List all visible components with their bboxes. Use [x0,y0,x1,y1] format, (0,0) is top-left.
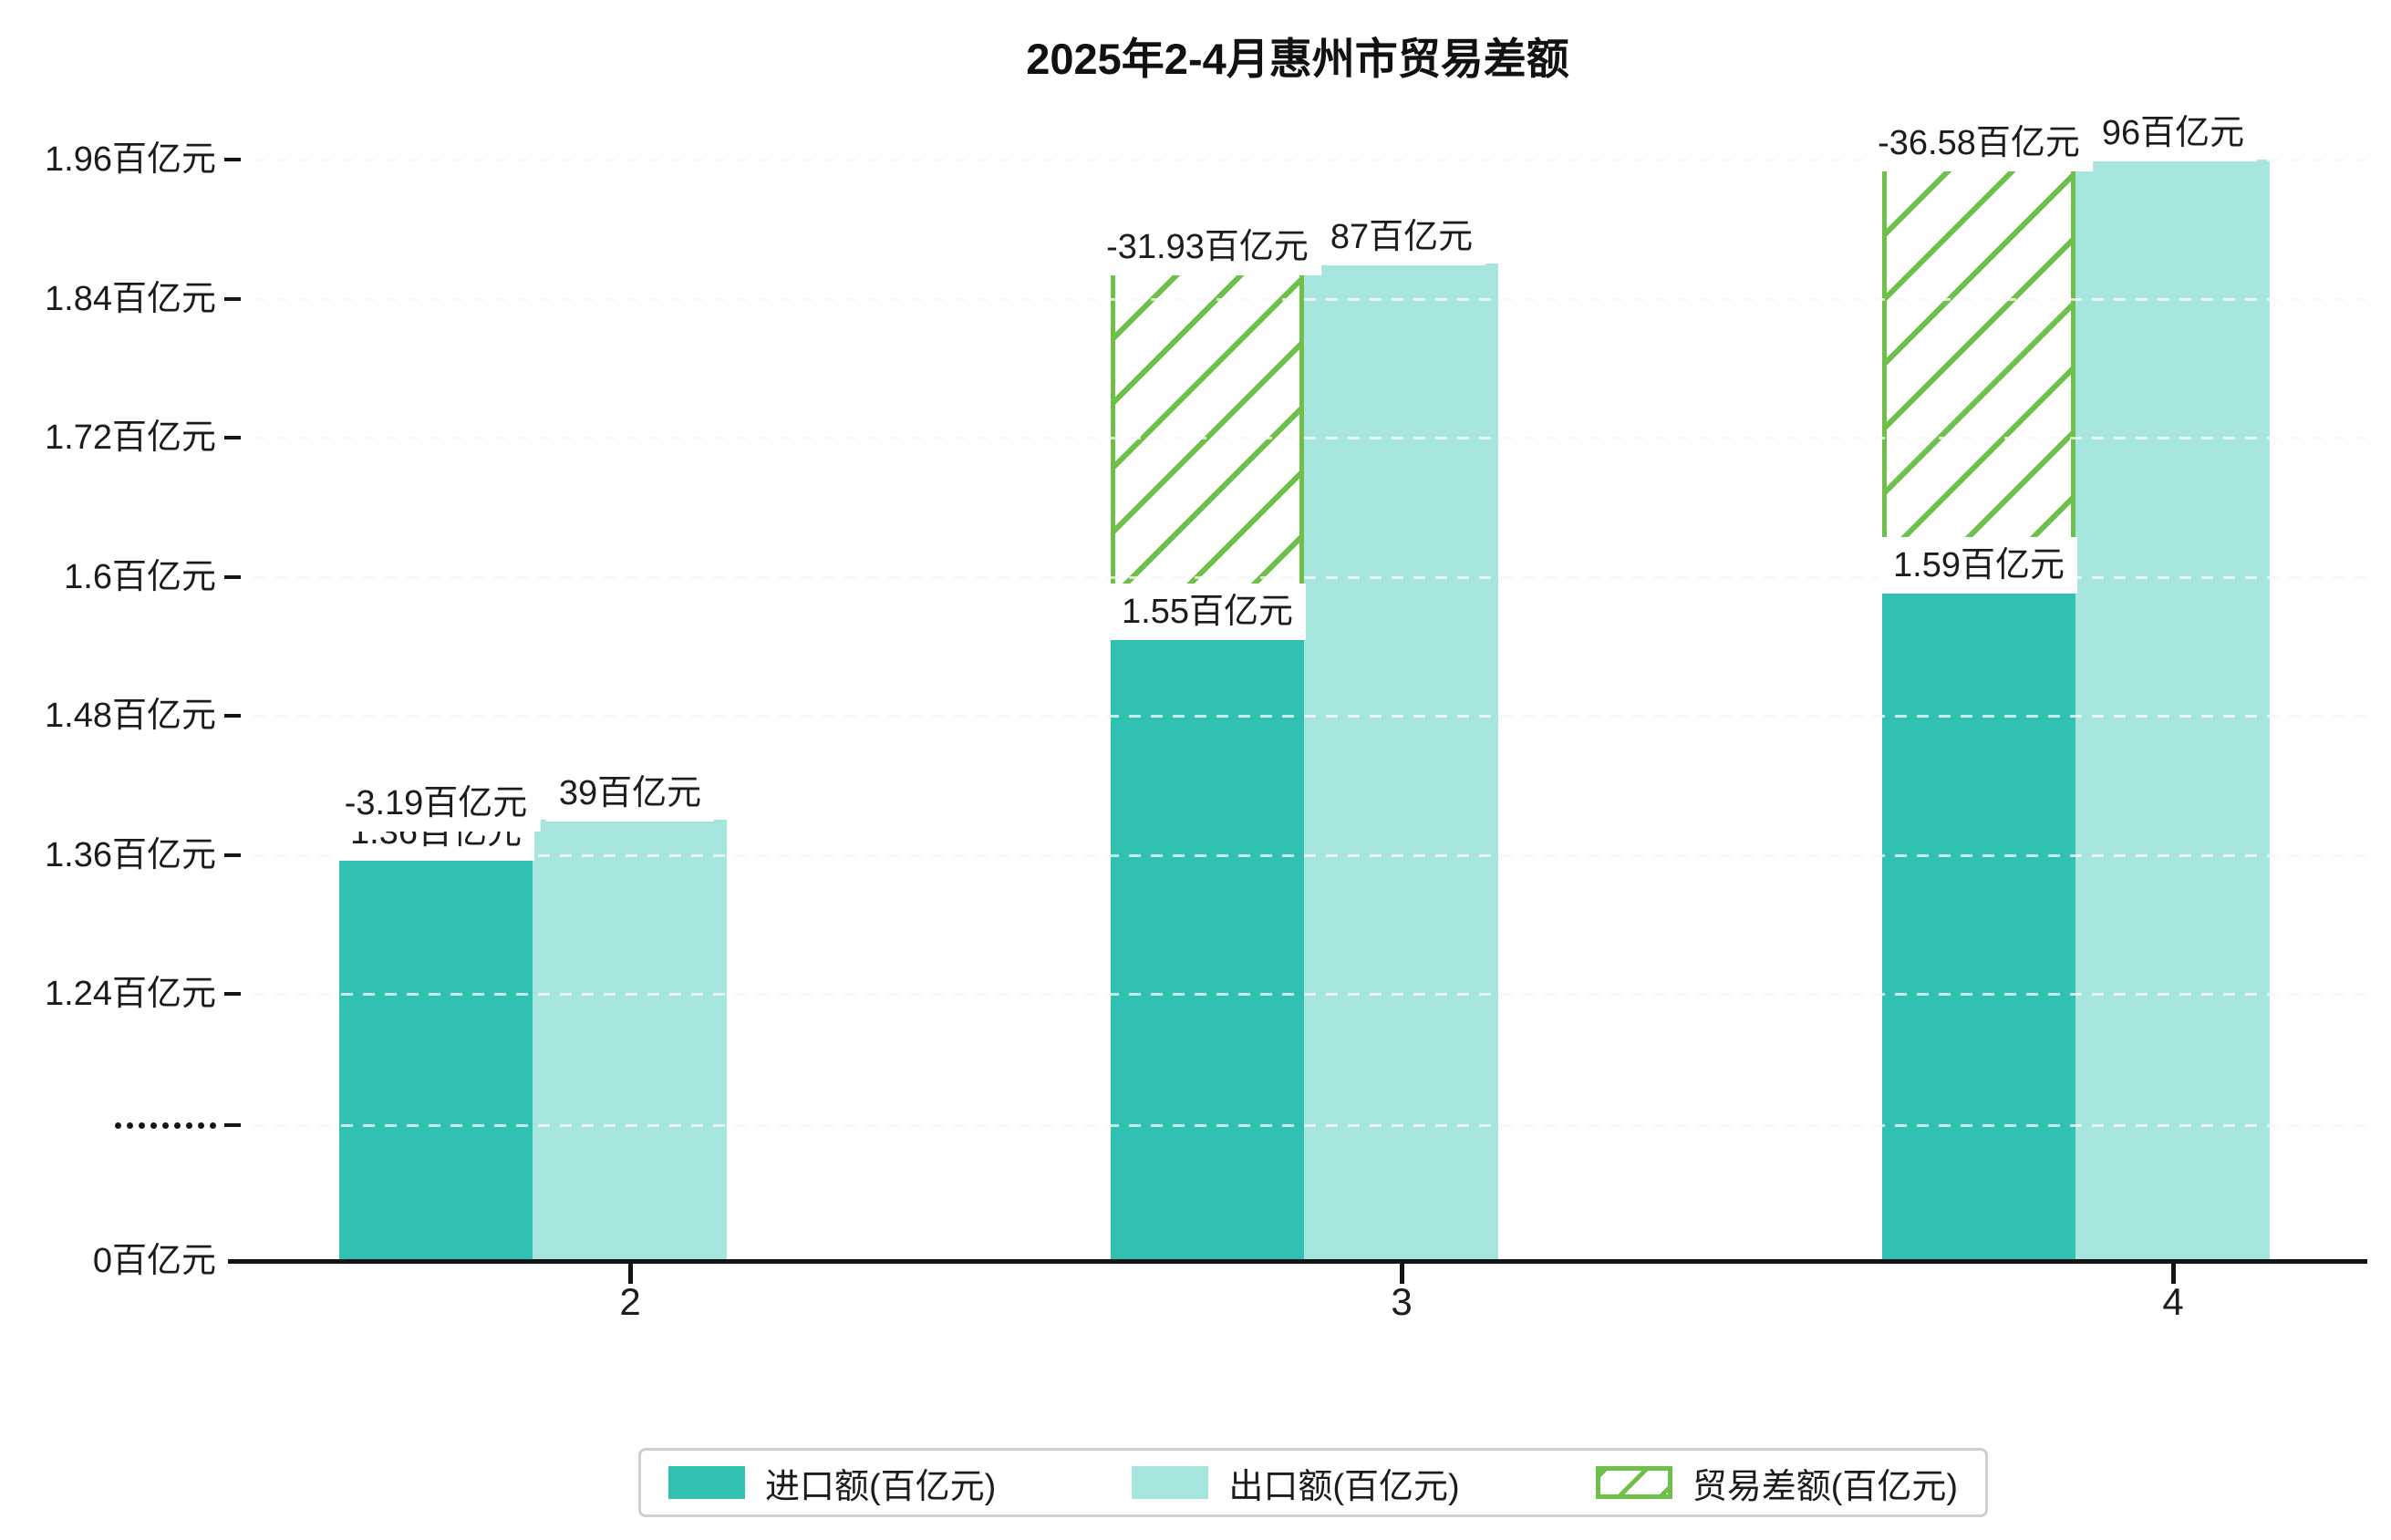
y-tick-mark [224,436,241,439]
export-bar[interactable] [533,820,727,1261]
trade-balance-hatched-bar[interactable] [1111,264,1304,636]
y-tick-label: 1.84百亿元 [45,279,216,318]
legend-label-export: 出口额(百亿元) [1228,1467,1460,1506]
gridline-overlay [254,1124,2367,1127]
legend-item-import[interactable]: 进口额(百亿元) [668,1458,996,1508]
axis-break-dot [162,1122,169,1129]
x-axis-line [228,1259,2367,1264]
x-tick-mark [1400,1264,1404,1284]
y-tick-label: 1.6百亿元 [64,557,216,596]
legend-label-import: 进口额(百亿元) [765,1467,997,1506]
x-tick-mark [2171,1264,2176,1284]
axis-break-dot [139,1122,145,1129]
import-bar[interactable] [1882,588,2075,1261]
import-value-label: 1.55百亿元 [1109,584,1306,641]
axis-break-dot [150,1122,157,1129]
y-tick-mark [224,574,241,579]
trade-balance-hatched-bar[interactable] [1882,160,2075,589]
y-tick-mark [224,992,241,996]
import-swatch-icon [668,1466,745,1499]
y-tick-label: 1.24百亿元 [45,975,216,1013]
gridline-overlay [254,993,2367,996]
y-tick-mark [224,714,241,718]
axis-break-dot [198,1122,204,1129]
axis-break-dot [174,1122,181,1129]
y-zero-label: 0百亿元 [92,1242,216,1280]
trade-balance-value-label: -36.58百亿元 [1865,115,2093,171]
gridline-overlay [254,575,2367,579]
legend: 进口额(百亿元) 出口额(百亿元) 贸易差额(百亿元) [638,1448,1988,1517]
gridline-overlay [254,853,2367,857]
y-tick-mark [224,853,241,857]
legend-item-balance[interactable]: 贸易差额(百亿元) [1595,1458,1958,1508]
axis-break-dot [210,1122,216,1129]
export-bar[interactable] [1304,264,1498,1261]
y-tick-mark [224,296,241,301]
export-swatch-icon [1132,1466,1209,1499]
y-tick-mark [224,158,241,161]
axis-break-dot [186,1122,192,1129]
y-tick-label: 1.36百亿元 [45,835,216,874]
export-value-label: 96百亿元 [2088,105,2258,161]
import-value-label: 1.59百亿元 [1880,537,2077,594]
y-tick-label: 1.72百亿元 [45,419,216,457]
x-tick-mark [628,1264,633,1284]
import-bar[interactable] [1111,635,1304,1261]
trade-balance-value-label: -3.19百亿元 [331,775,541,832]
gridline-overlay [254,715,2367,718]
export-value-label: 87百亿元 [1317,209,1486,266]
y-tick-label: 1.96百亿元 [45,140,216,179]
y-tick-label: 1.48百亿元 [45,697,216,735]
legend-label-balance: 贸易差额(百亿元) [1692,1467,1958,1506]
chart-title: 2025年2-4月惠州市贸易差额 [1026,35,1569,83]
gridline-overlay [254,437,2367,439]
legend-item-export[interactable]: 出口额(百亿元) [1132,1458,1460,1508]
export-bar[interactable] [2075,160,2270,1261]
x-tick-label: 2 [619,1280,641,1323]
gridline-overlay [254,159,2367,161]
axis-break-dot [127,1122,133,1129]
x-tick-label: 4 [2162,1280,2184,1323]
import-bar[interactable] [339,854,533,1261]
axis-break-dot [115,1122,121,1129]
balance-hatched-swatch-icon [1595,1466,1672,1499]
x-tick-label: 3 [1391,1280,1413,1323]
axis-break-label [115,1122,216,1129]
trade-balance-value-label: -31.93百亿元 [1093,219,1321,276]
gridline-overlay [254,297,2367,301]
y-tick-mark [224,1123,241,1127]
export-value-label: 39百亿元 [545,765,715,822]
